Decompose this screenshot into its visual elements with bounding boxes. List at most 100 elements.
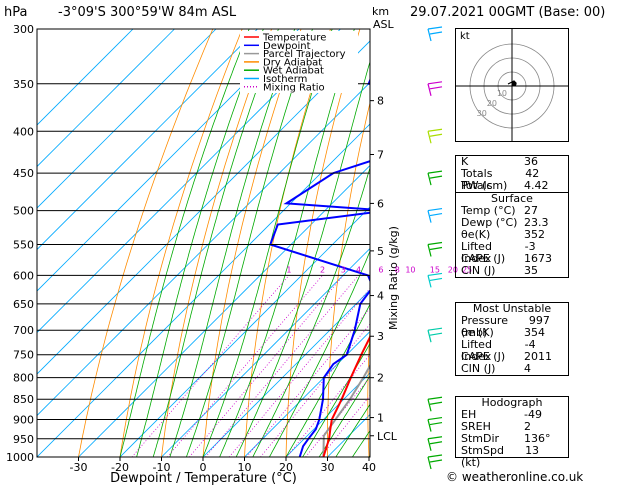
mixing-ratio-label: 2 [320,265,325,274]
hodograph-unit: kt [460,31,470,42]
row-label: Dewp (°C) [461,216,518,229]
table-row: PW (cm) 4.42 [456,180,568,192]
wet-adiabat-line [136,29,264,457]
row-value: 2 [524,420,531,433]
datetime-title: 29.07.2021 00GMT (Base: 00) [410,5,606,20]
mixing-ratio-line [246,307,370,457]
isotherm-line [244,330,370,457]
row-value: 4 [524,362,531,375]
x-tick-label: 30 [321,461,335,474]
km-label: km [372,5,390,18]
table-row: StmDir 136° [456,433,568,445]
km-tick-label: 1 [377,412,384,425]
wind-barb [427,170,443,186]
x-axis-label: Dewpoint / Temperature (°C) [110,471,297,486]
wet-adiabat-line [335,403,370,457]
x-tick-label: -20 [111,461,129,474]
row-label: Lifted Index [461,338,492,363]
legend-label: Dry Adiabat [263,57,322,68]
dewpoint-line [268,77,370,457]
row-value: -49 [524,408,542,421]
km-tick-label: LCL [377,430,398,443]
wind-barb [427,26,443,42]
pressure-tick-label: 600 [13,269,34,282]
mixing-ratio-label: 15 [430,265,440,274]
table-row: K 36 [456,156,568,168]
isotherm-line [78,164,370,457]
row-value: 1673 [524,252,552,265]
km-tick-label: 8 [377,95,384,108]
mixing-ratio-label: 20 [448,265,458,274]
row-value: 136° [524,432,551,445]
km-tick-label: 5 [377,245,384,258]
km-tick-label: 4 [377,290,384,303]
table-row: EH -49 [456,409,568,421]
table-row: Totals Totals 42 [456,168,568,192]
isotherm-line [37,123,370,457]
parcel-trajectory-line [322,363,370,457]
row-label: θe(K) [461,228,491,241]
mixing-ratio-label: 3 [341,265,346,274]
pressure-tick-label: 850 [13,393,34,406]
x-tick-label: 20 [279,461,293,474]
legend-label: Temperature [262,33,326,44]
pressure-tick-label: 700 [13,324,34,337]
isotherm-line [37,81,370,417]
table-row: CIN (J) 35 [456,265,568,277]
mixing-ratio-line [167,275,323,457]
isotherm-line [37,29,217,209]
row-label: CAPE (J) [461,252,506,265]
row-label: CAPE (J) [461,350,506,363]
most-unstable-table: Most Unstable Pressure (mb) 997 θe (K) 354 Li… [455,302,569,376]
row-label: EH [461,408,477,421]
hodograph-ring-label: 30 [477,109,487,118]
mixing-ratio-label: 1 [286,265,291,274]
isotherm-line [37,29,258,251]
row-label: CIN (J) [461,264,496,277]
mixing-ratio-line [131,275,290,457]
hodograph: 10 20 30 kt [455,28,569,142]
row-value: 997 [528,314,550,327]
footer-credit: © weatheronline.co.uk [446,470,584,484]
mixing-ratio-label: 8 [395,265,400,274]
pressure-tick-label: 500 [13,205,34,218]
wind-barb [427,396,443,412]
row-value: 35 [524,264,538,277]
isotherm-line [37,29,134,126]
mixing-ratio-label: 25 [462,265,472,274]
wind-barb [427,436,443,451]
storm-motion-marker [511,81,517,87]
wind-barb [427,81,443,96]
km-tick-label: 3 [377,330,384,343]
hodograph-ring-label: 10 [497,89,507,98]
isotherm-line [202,289,370,457]
indices-table: K 36 Totals Totals 42 PW (cm) 4.42 [455,155,569,193]
isotherm-line [37,29,341,334]
km-tick-label: 6 [377,197,384,210]
row-value: -3 [524,240,536,253]
row-value: 27 [524,204,538,217]
legend-label: Mixing Ratio [263,82,325,93]
wet-adiabat-line [318,375,370,457]
row-value: 23.3 [524,216,549,229]
asl-label: ASL [373,18,394,31]
table-section-title: Most Unstable [472,302,552,315]
row-value: -4 [524,338,536,351]
dry-adiabat-line [367,321,370,457]
row-label: Lifted Index [461,240,492,265]
row-label: CIN (J) [461,362,496,375]
table-row: CAPE (J) 1673 [456,253,568,265]
table-row: Pressure (mb) 997 [456,314,568,339]
wind-barb [427,207,443,223]
row-value: 352 [524,228,545,241]
km-tick-label: 7 [377,148,384,161]
isotherm-line [161,247,370,457]
pressure-tick-label: 400 [13,125,34,138]
dry-adiabat-line [619,29,629,457]
x-tick-label: -30 [70,461,88,474]
location-title: -3°09'S 300°59'W 84m ASL [58,5,237,20]
x-tick-label: 0 [200,461,207,474]
mixing-ratio-axis-label: Mixing Ratio (g/kg) [387,226,400,330]
